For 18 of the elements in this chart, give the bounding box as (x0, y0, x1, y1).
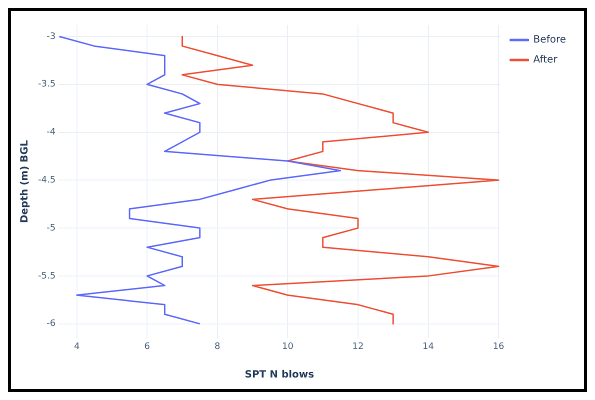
y-tick-label: -5.5 (38, 271, 56, 282)
x-tick-label: 14 (422, 342, 434, 352)
y-axis-title: Depth (m) BGL (20, 140, 31, 224)
y-tick-label: -4 (46, 128, 56, 138)
x-tick-label: 10 (282, 342, 294, 352)
y-tick-label: -3 (46, 32, 56, 42)
x-tick-label: 12 (352, 342, 364, 352)
y-tick-label: -5 (46, 223, 56, 234)
x-tick-label: 4 (74, 342, 80, 352)
y-tick-label: -3.5 (38, 80, 56, 90)
y-tick-label: -6 (46, 319, 56, 330)
legend-label: Before (533, 34, 566, 46)
x-tick-label: 6 (144, 342, 150, 352)
x-tick-label: 8 (214, 342, 221, 352)
y-tick-label: -4.5 (38, 176, 56, 186)
x-tick-label: 16 (492, 342, 505, 352)
x-axis-title: SPT N blows (244, 370, 314, 381)
legend-label: After (533, 54, 558, 66)
